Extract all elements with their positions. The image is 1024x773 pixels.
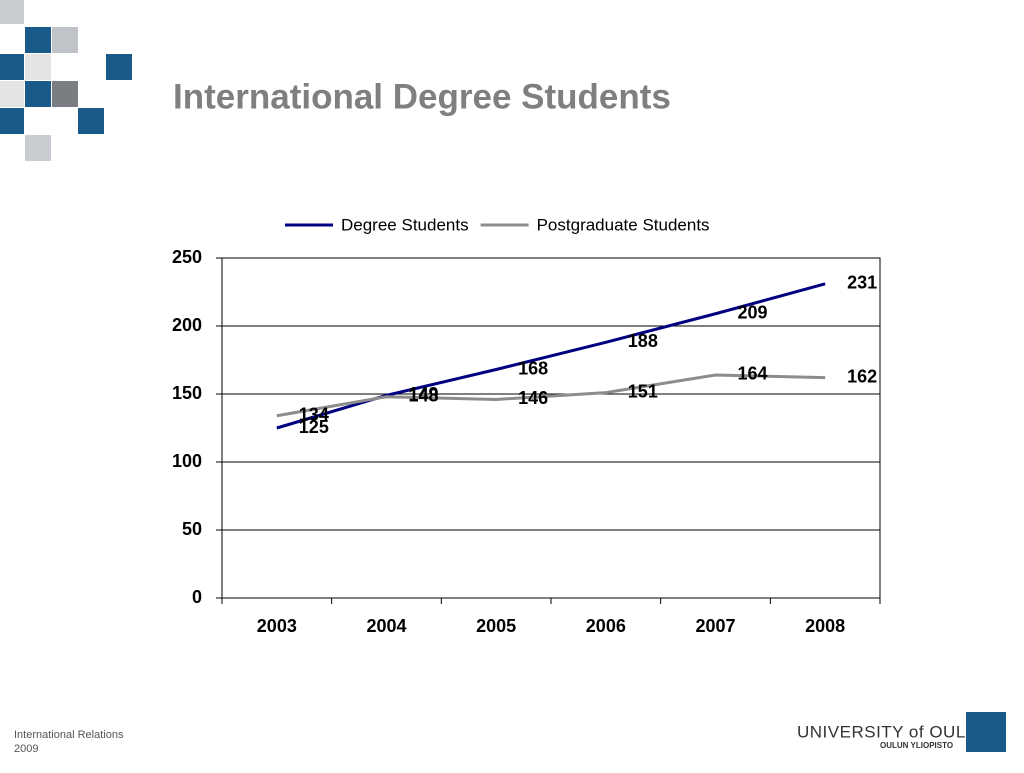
- data-label: 209: [737, 303, 767, 323]
- x-tick-label: 2003: [257, 616, 297, 636]
- x-tick-label: 2005: [476, 616, 516, 636]
- y-tick-label: 100: [172, 451, 202, 471]
- y-tick-label: 50: [182, 519, 202, 539]
- data-label: 148: [408, 385, 438, 405]
- y-tick-label: 250: [172, 247, 202, 267]
- x-tick-label: 2007: [695, 616, 735, 636]
- chart: 0 50 100 150 200 250 2003 2004 2005 2006 2007 2008 1…: [172, 215, 881, 636]
- y-tick-label: 0: [192, 587, 202, 607]
- data-label: 125: [299, 417, 329, 437]
- footer-year: 2009: [14, 743, 38, 755]
- series-line: [276, 373, 826, 418]
- x-tick-label: 2004: [366, 616, 406, 636]
- y-tick-label: 200: [172, 315, 202, 335]
- data-label: 168: [518, 358, 548, 378]
- footer-department: International Relations: [14, 729, 124, 741]
- data-label: 164: [737, 364, 767, 384]
- data-label: 146: [518, 388, 548, 408]
- logo-squares: [0, 0, 132, 161]
- y-tick-label: 150: [172, 383, 202, 403]
- data-label: 151: [628, 381, 658, 401]
- legend-label: Degree Students: [341, 215, 469, 234]
- x-tick-label: 2008: [805, 616, 845, 636]
- university-logo: [966, 712, 1006, 752]
- legend-label: Postgraduate Students: [537, 215, 710, 234]
- data-label: 162: [847, 366, 877, 386]
- data-label: 231: [847, 273, 877, 293]
- slide-title: International Degree Students: [173, 77, 671, 116]
- data-label: 188: [628, 331, 658, 351]
- university-name: UNIVERSITY of OULU: [797, 722, 979, 741]
- data-label: 134: [299, 405, 329, 425]
- x-tick-label: 2006: [586, 616, 626, 636]
- university-local-name: OULUN YLIOPISTO: [880, 741, 953, 750]
